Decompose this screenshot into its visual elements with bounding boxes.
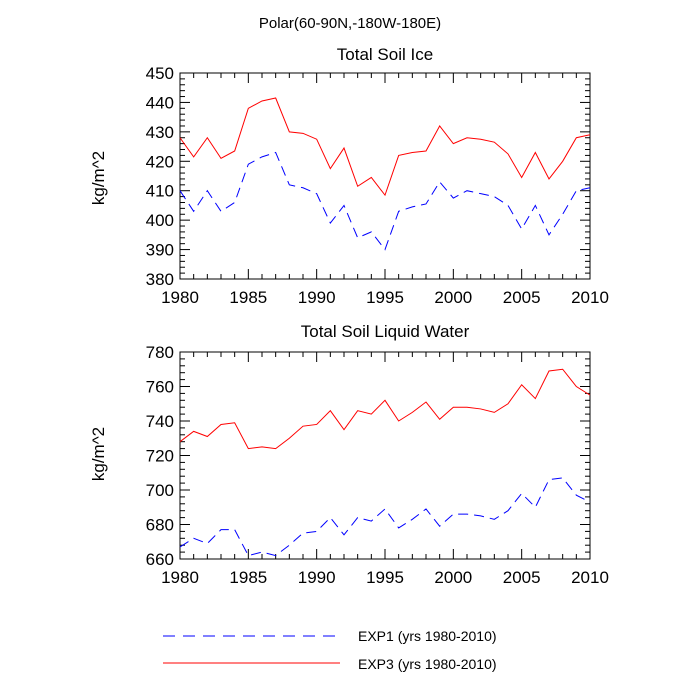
- soil-liquid-water-y-tick-label: 740: [146, 412, 174, 431]
- soil-ice-x-tick-label: 1990: [298, 288, 336, 307]
- soil-ice-panel: Total Soil Ice kg/m^2 1980 1985 1990 1995 20…: [89, 45, 609, 307]
- soil-liquid-water-y-tick-label: 700: [146, 481, 174, 500]
- soil-ice-y-tick-label: 410: [146, 182, 174, 201]
- soil-ice-panel-title: Total Soil Ice: [337, 45, 433, 64]
- legend-exp1-label: EXP1 (yrs 1980-2010): [358, 628, 497, 644]
- soil-ice-x-tick-label: 1985: [229, 288, 267, 307]
- soil-ice-y-axis-label: kg/m^2: [89, 151, 108, 205]
- legend: EXP1 (yrs 1980-2010) EXP3 (yrs 1980-2010…: [163, 628, 497, 672]
- soil-liquid-water-y-tick-label: 720: [146, 447, 174, 466]
- soil-liquid-water-panel-title: Total Soil Liquid Water: [301, 322, 470, 341]
- soil-ice-x-tick-label: 2000: [434, 288, 472, 307]
- soil-ice-y-tick-label: 390: [146, 241, 174, 260]
- soil-liquid-water-x-tick-label: 2010: [571, 568, 609, 587]
- soil-ice-x-tick-label: 1995: [366, 288, 404, 307]
- soil-ice-y-tick-label: 450: [146, 64, 174, 83]
- soil-ice-x-tick-label: 1980: [161, 288, 199, 307]
- soil-liquid-water-y-axis-label: kg/m^2: [89, 427, 108, 481]
- soil-ice-y-tick-label: 440: [146, 93, 174, 112]
- soil-ice-y-tick-label: 380: [146, 270, 174, 289]
- soil-liquid-water-panel: Total Soil Liquid Water kg/m^2 1980 1985 1…: [89, 322, 609, 587]
- soil-liquid-water-y-tick-label: 660: [146, 550, 174, 569]
- soil-liquid-water-x-tick-label: 1980: [161, 568, 199, 587]
- soil-liquid-water-y-tick-label: 680: [146, 516, 174, 535]
- soil-ice-x-tick-label: 2005: [503, 288, 541, 307]
- soil-ice-series-exp1-line: [179, 151, 591, 251]
- soil-liquid-water-x-tick-label: 2000: [434, 568, 472, 587]
- soil-ice-y-tick-label: 420: [146, 152, 174, 171]
- legend-exp3-label: EXP3 (yrs 1980-2010): [358, 656, 497, 672]
- soil-liquid-water-plot-frame: [179, 351, 591, 560]
- soil-ice-x-tick-label: 2010: [571, 288, 609, 307]
- soil-ice-y-tick-label: 430: [146, 123, 174, 142]
- soil-liquid-water-x-tick-label: 1990: [298, 568, 336, 587]
- soil-liquid-water-y-tick-label: 780: [146, 343, 174, 362]
- soil-liquid-water-y-tick-label: 760: [146, 378, 174, 397]
- soil-liquid-water-x-tick-label: 2005: [503, 568, 541, 587]
- soil-ice-series-exp3-line: [179, 97, 591, 197]
- soil-liquid-water-series-exp3-line: [179, 368, 591, 450]
- soil-liquid-water-x-tick-label: 1995: [366, 568, 404, 587]
- figure-title: Polar(60-90N,-180W-180E): [259, 15, 441, 32]
- soil-liquid-water-series-exp1-line: [179, 477, 591, 557]
- soil-ice-y-tick-label: 400: [146, 211, 174, 230]
- soil-liquid-water-x-tick-label: 1985: [229, 568, 267, 587]
